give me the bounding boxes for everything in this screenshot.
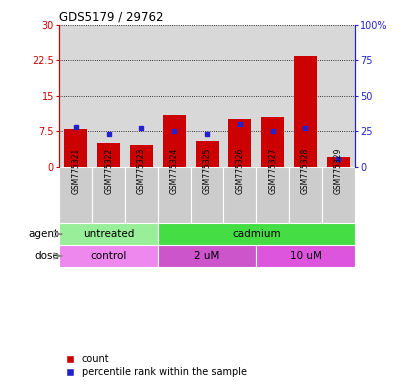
FancyBboxPatch shape	[92, 167, 125, 223]
FancyBboxPatch shape	[256, 245, 354, 267]
FancyBboxPatch shape	[321, 167, 354, 223]
FancyBboxPatch shape	[288, 167, 321, 223]
Text: GDS5179 / 29762: GDS5179 / 29762	[59, 11, 164, 24]
FancyBboxPatch shape	[157, 223, 354, 245]
Text: GSM775323: GSM775323	[137, 147, 146, 194]
Text: cadmium: cadmium	[231, 229, 280, 239]
Bar	[162, 114, 185, 167]
FancyBboxPatch shape	[157, 245, 256, 267]
Text: GSM775321: GSM775321	[71, 147, 80, 194]
FancyBboxPatch shape	[125, 167, 157, 223]
Legend: count, percentile rank within the sample: count, percentile rank within the sample	[64, 353, 248, 379]
Bar	[97, 143, 120, 167]
FancyBboxPatch shape	[223, 167, 256, 223]
Bar	[228, 119, 251, 167]
Text: GSM775325: GSM775325	[202, 147, 211, 194]
FancyBboxPatch shape	[59, 223, 157, 245]
Text: 10 uM: 10 uM	[289, 251, 321, 261]
Text: agent: agent	[29, 229, 58, 239]
Text: control: control	[90, 251, 126, 261]
Text: GSM775324: GSM775324	[169, 147, 178, 194]
Text: GSM775329: GSM775329	[333, 147, 342, 194]
Text: GSM775322: GSM775322	[104, 147, 113, 194]
Text: GSM775327: GSM775327	[267, 147, 276, 194]
FancyBboxPatch shape	[157, 167, 190, 223]
FancyBboxPatch shape	[59, 245, 157, 267]
Text: untreated: untreated	[83, 229, 134, 239]
Bar	[293, 56, 316, 167]
Text: dose: dose	[34, 251, 58, 261]
Text: 2 uM: 2 uM	[194, 251, 219, 261]
FancyBboxPatch shape	[59, 167, 92, 223]
Text: GSM775328: GSM775328	[300, 147, 309, 194]
FancyBboxPatch shape	[190, 167, 223, 223]
Text: GSM775326: GSM775326	[235, 147, 244, 194]
Bar	[64, 129, 87, 167]
Bar	[130, 145, 153, 167]
Bar	[261, 117, 283, 167]
FancyBboxPatch shape	[256, 167, 288, 223]
Bar	[326, 157, 349, 167]
Bar	[195, 141, 218, 167]
